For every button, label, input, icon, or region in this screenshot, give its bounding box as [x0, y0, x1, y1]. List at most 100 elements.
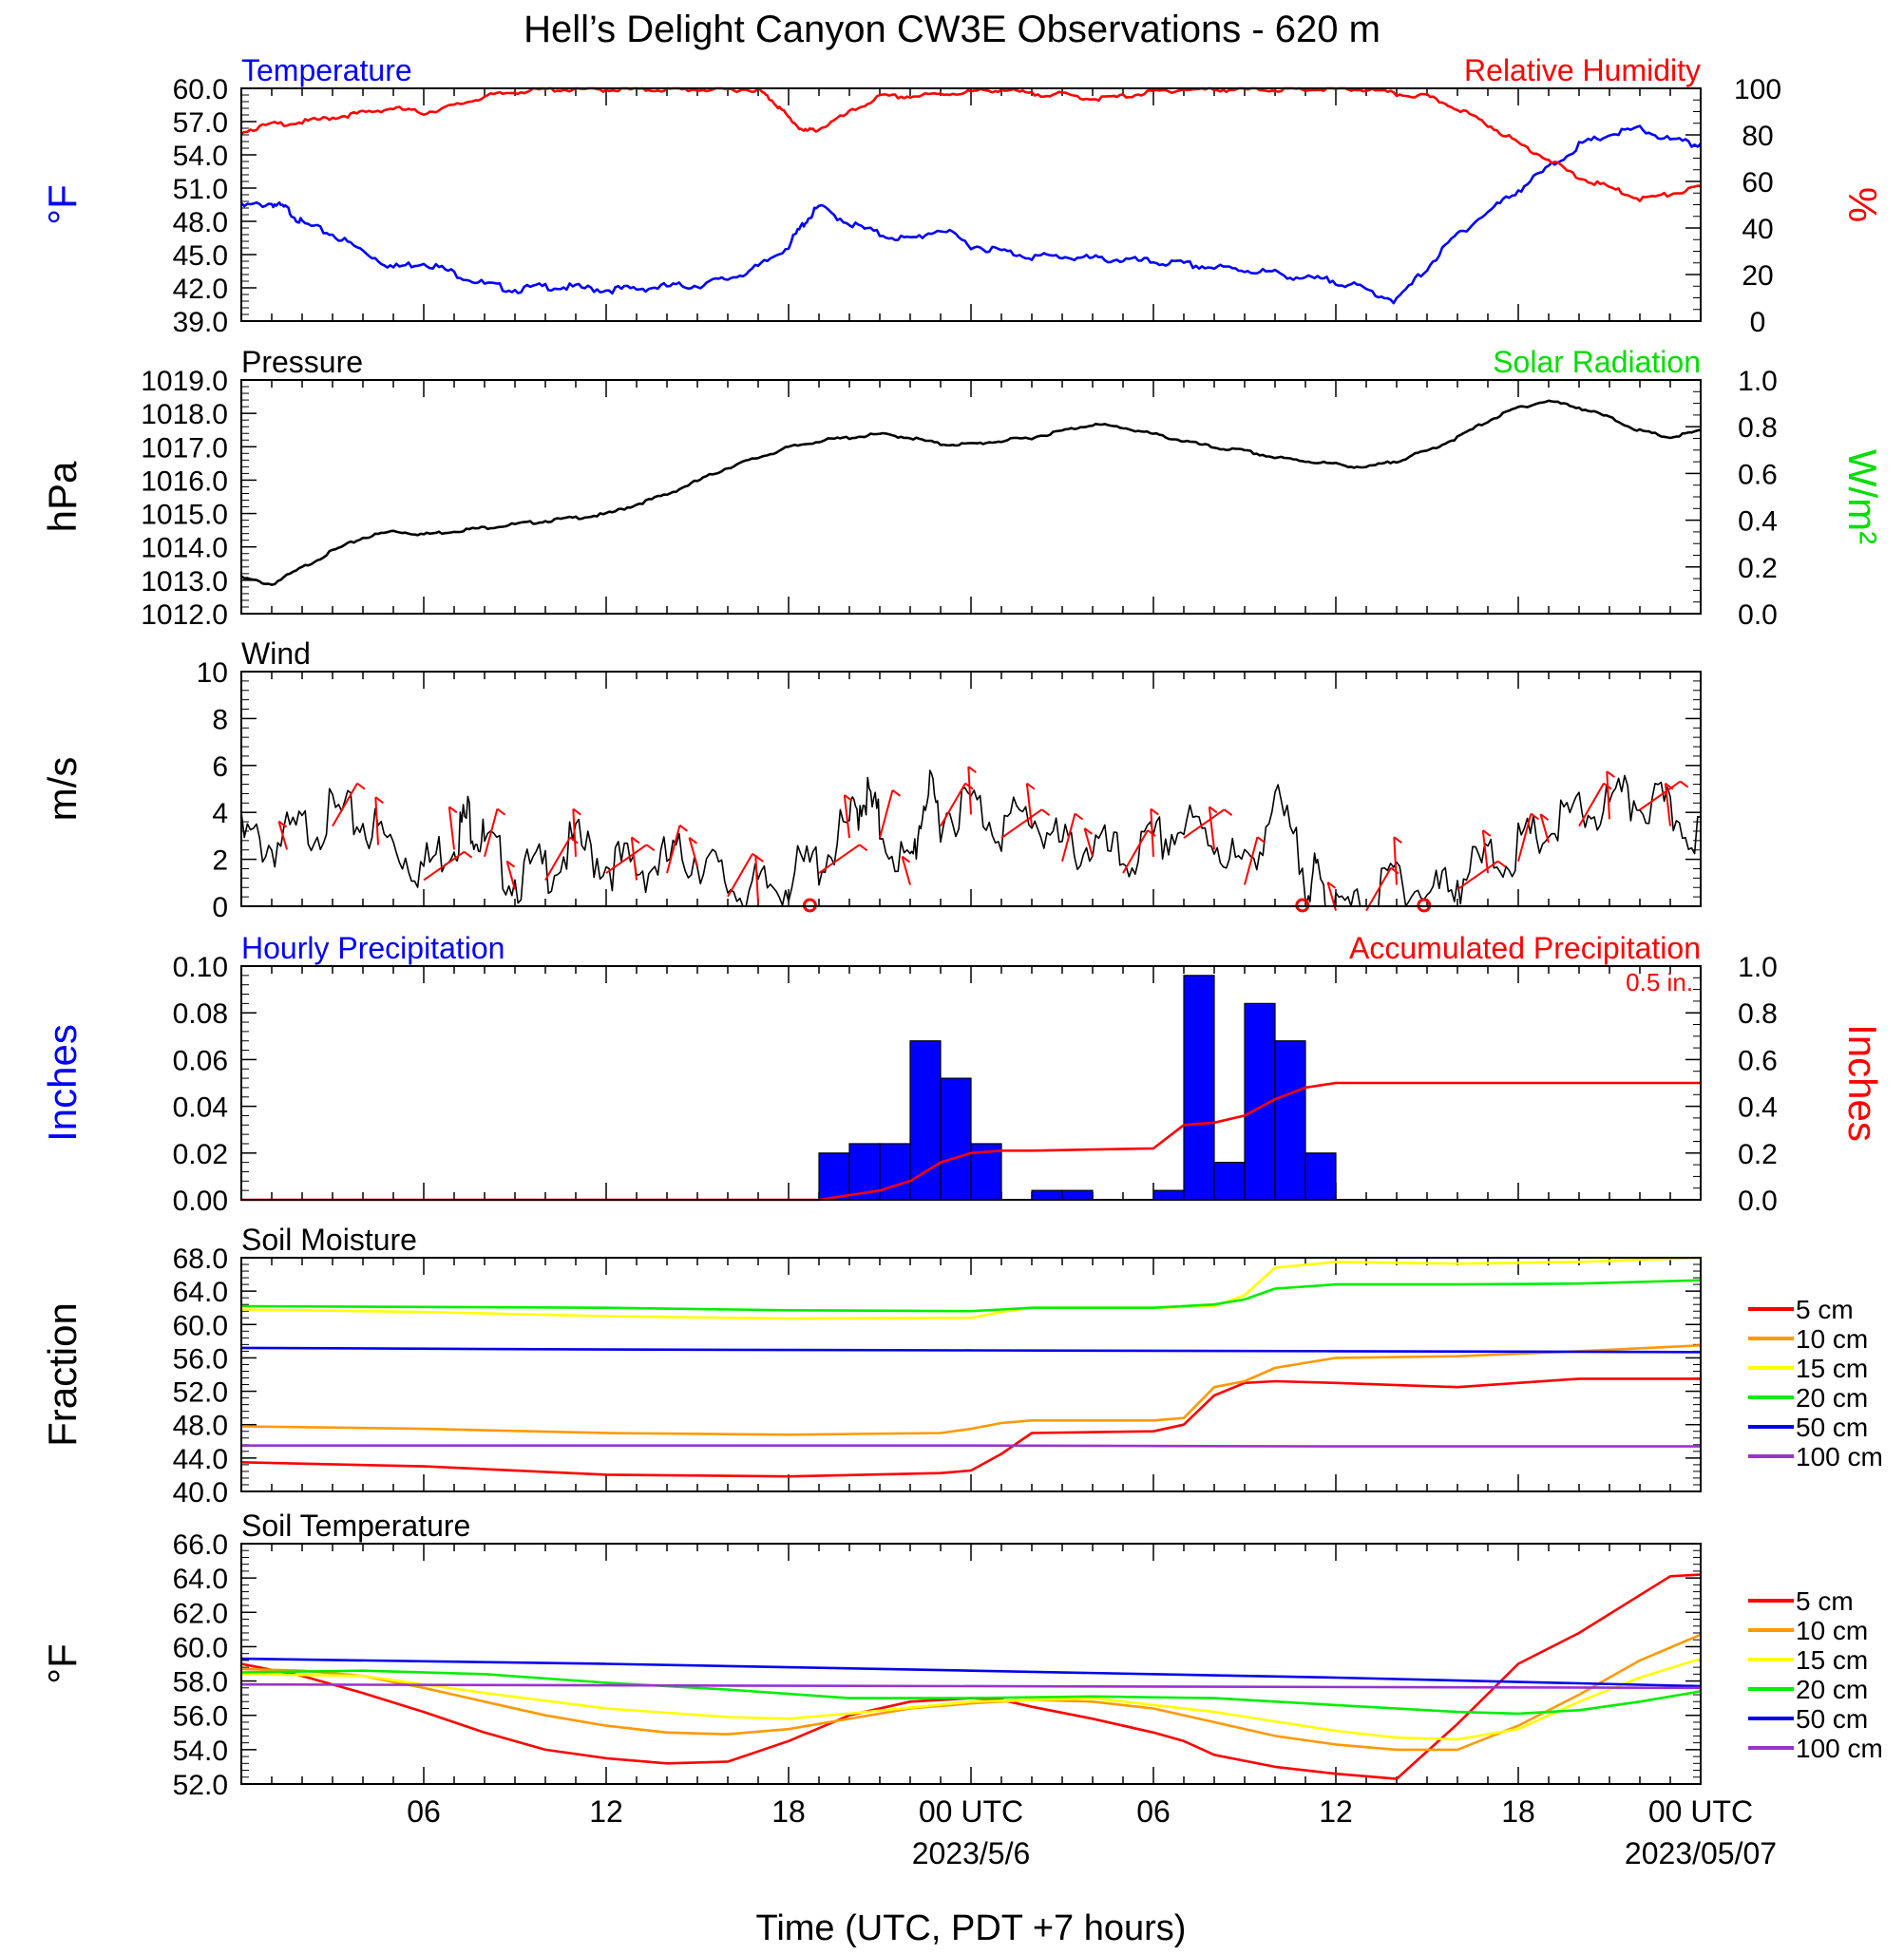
y-tick-label-left: 0.02: [173, 1139, 228, 1170]
y-tick-label-left: 52.0: [173, 1377, 228, 1409]
series-line-10-cm: [240, 1633, 1702, 1752]
y-tick-label-left: 66.0: [173, 1529, 228, 1561]
wind-barb: [940, 783, 966, 827]
series-line-10-cm: [240, 1344, 1702, 1436]
wind-barb: [277, 821, 288, 850]
legend-label: 100 cm: [1796, 1734, 1883, 1763]
y-tick-label-left: 2: [212, 845, 228, 877]
series-line-100-cm: [240, 1682, 1702, 1690]
y-tick-label-left: 39.0: [173, 307, 228, 338]
x-axis-title: Time (UTC, PDT +7 hours): [756, 1908, 1187, 1948]
x-tick-label: 12: [589, 1794, 623, 1829]
y-tick-label-left: 64.0: [173, 1564, 228, 1595]
y-axis-label-left: Inches: [40, 1024, 85, 1142]
wind-barb: [1122, 829, 1149, 874]
wind-barb: [1061, 813, 1076, 862]
y-tick-label-left: 60.0: [173, 1310, 228, 1341]
y-tick-label-left: 54.0: [173, 1736, 228, 1767]
wind-barb-flag: [1679, 780, 1689, 788]
wind-barb: [484, 808, 499, 858]
wind-barb-flag: [1390, 866, 1399, 875]
series-line-100-cm: [241, 1444, 1701, 1448]
wind-barb: [374, 797, 379, 845]
precip-bar: [879, 1143, 911, 1201]
wind-barb: [1457, 860, 1499, 891]
precip-bar: [1274, 1040, 1306, 1201]
wind-barb: [1578, 783, 1605, 827]
wind-barb: [332, 783, 358, 827]
y-tick-label-right: 80: [1742, 121, 1773, 152]
y-tick-label-left: 1014.0: [141, 533, 228, 564]
precip-bar: [818, 1152, 850, 1201]
wind-barb-flag: [496, 807, 506, 816]
legend-label: 20 cm: [1796, 1675, 1868, 1704]
x-axis-group: 06 12 18 00 UTC 06 12 18 00 UTC 2023/5/6 2023/05/…: [407, 1794, 1777, 1870]
series-line-20-cm: [240, 1279, 1702, 1313]
y-tick-label-right: 0.6: [1738, 1045, 1778, 1076]
x-tick-label: 00 UTC: [919, 1794, 1023, 1829]
wind-barb-flag: [688, 837, 698, 845]
precip-bar: [1061, 1189, 1094, 1201]
wind-barb-flag: [572, 807, 581, 816]
y-tick-label-left: 8: [212, 704, 228, 735]
legend-label: 15 cm: [1796, 1645, 1868, 1675]
y-axis-label-right: W/m²: [1840, 449, 1885, 544]
panel-title-left: Temperature: [241, 53, 412, 87]
y-tick-label-left: 1012.0: [141, 599, 228, 631]
y-tick-label-left: 52.0: [173, 1770, 228, 1801]
wind-barb: [423, 850, 466, 882]
wind-barb-flag: [448, 806, 458, 814]
y-axis-label-left: Fraction: [40, 1302, 85, 1447]
panel-frame: [240, 379, 1702, 615]
wind-barb: [1000, 808, 1043, 839]
precip-bar: [1304, 1152, 1337, 1201]
panels-group: 39.042.045.048.051.054.057.060.002040608…: [40, 53, 1885, 1801]
series-line-20-cm: [240, 1669, 1702, 1716]
panel-pressure_solar: 1012.01013.01014.01015.01016.01017.01018…: [40, 345, 1885, 631]
legend-label: 10 cm: [1796, 1616, 1868, 1645]
y-tick-label-right: 0: [1750, 307, 1766, 338]
series-line-50-cm: [240, 1346, 1702, 1354]
series-line-temperature: [240, 124, 1702, 305]
y-tick-label-left: 45.0: [173, 240, 228, 272]
y-axis-label-left: °F: [40, 184, 85, 224]
wind-barb-flag: [891, 788, 902, 797]
y-tick-label-left: 0: [212, 892, 228, 923]
panel-frame: [240, 1257, 1702, 1492]
wind-barb-flag: [505, 860, 516, 868]
y-tick-label-left: 0.06: [173, 1045, 228, 1076]
y-tick-label-right: 0.8: [1738, 998, 1778, 1030]
wind-barb: [1025, 783, 1033, 826]
precip-bar: [1152, 1189, 1185, 1201]
y-tick-label-right: 20: [1742, 260, 1773, 292]
y-tick-label-left: 58.0: [173, 1667, 228, 1699]
wind-barb: [688, 837, 698, 866]
panel-frame: [240, 965, 1702, 1201]
y-tick-label-right: 0.4: [1738, 1092, 1778, 1124]
panel-title-left: Wind: [241, 636, 311, 671]
wind-barb-flag: [1083, 827, 1094, 835]
y-tick-label-left: 42.0: [173, 274, 228, 305]
wind-barb: [1365, 867, 1392, 912]
y-tick-label-left: 1019.0: [141, 366, 228, 397]
y-tick-label-right: 0.8: [1738, 412, 1778, 444]
panel-temperature_humidity: 39.042.045.048.051.054.057.060.0 0 20 40 60 8…: [40, 53, 1885, 338]
x-date-label: 2023/05/07: [1625, 1836, 1777, 1870]
series-line-15-cm: [240, 1657, 1702, 1741]
panel-frame: [240, 1543, 1702, 1785]
panel-soil_moisture: 40.044.048.052.056.060.064.068.0 Soil Moi…: [40, 1223, 1883, 1509]
y-axis-label-left: °F: [40, 1643, 85, 1683]
panel-soil_temperature: 52.054.056.058.0 60.062.064.066.0 Soil Tem…: [40, 1509, 1883, 1801]
wind-barb: [1244, 836, 1259, 885]
y-tick-label-left: 0.08: [173, 998, 228, 1030]
precip-bar: [1213, 1162, 1246, 1201]
precip-bar: [1031, 1189, 1063, 1201]
panel-precipitation: 0.00 0.02 0.04 0.06 0.08 0.10 0.0 0.2 0.4 0.6 0.8 1…: [40, 931, 1885, 1217]
y-axis-label-left: hPa: [40, 461, 85, 532]
wind-barb: [1183, 808, 1226, 839]
y-tick-label-right: 0.2: [1738, 1139, 1778, 1170]
y-tick-label-left: 56.0: [173, 1343, 228, 1375]
y-tick-label-left: 57.0: [173, 107, 228, 139]
series-line-5-cm: [240, 1377, 1701, 1478]
